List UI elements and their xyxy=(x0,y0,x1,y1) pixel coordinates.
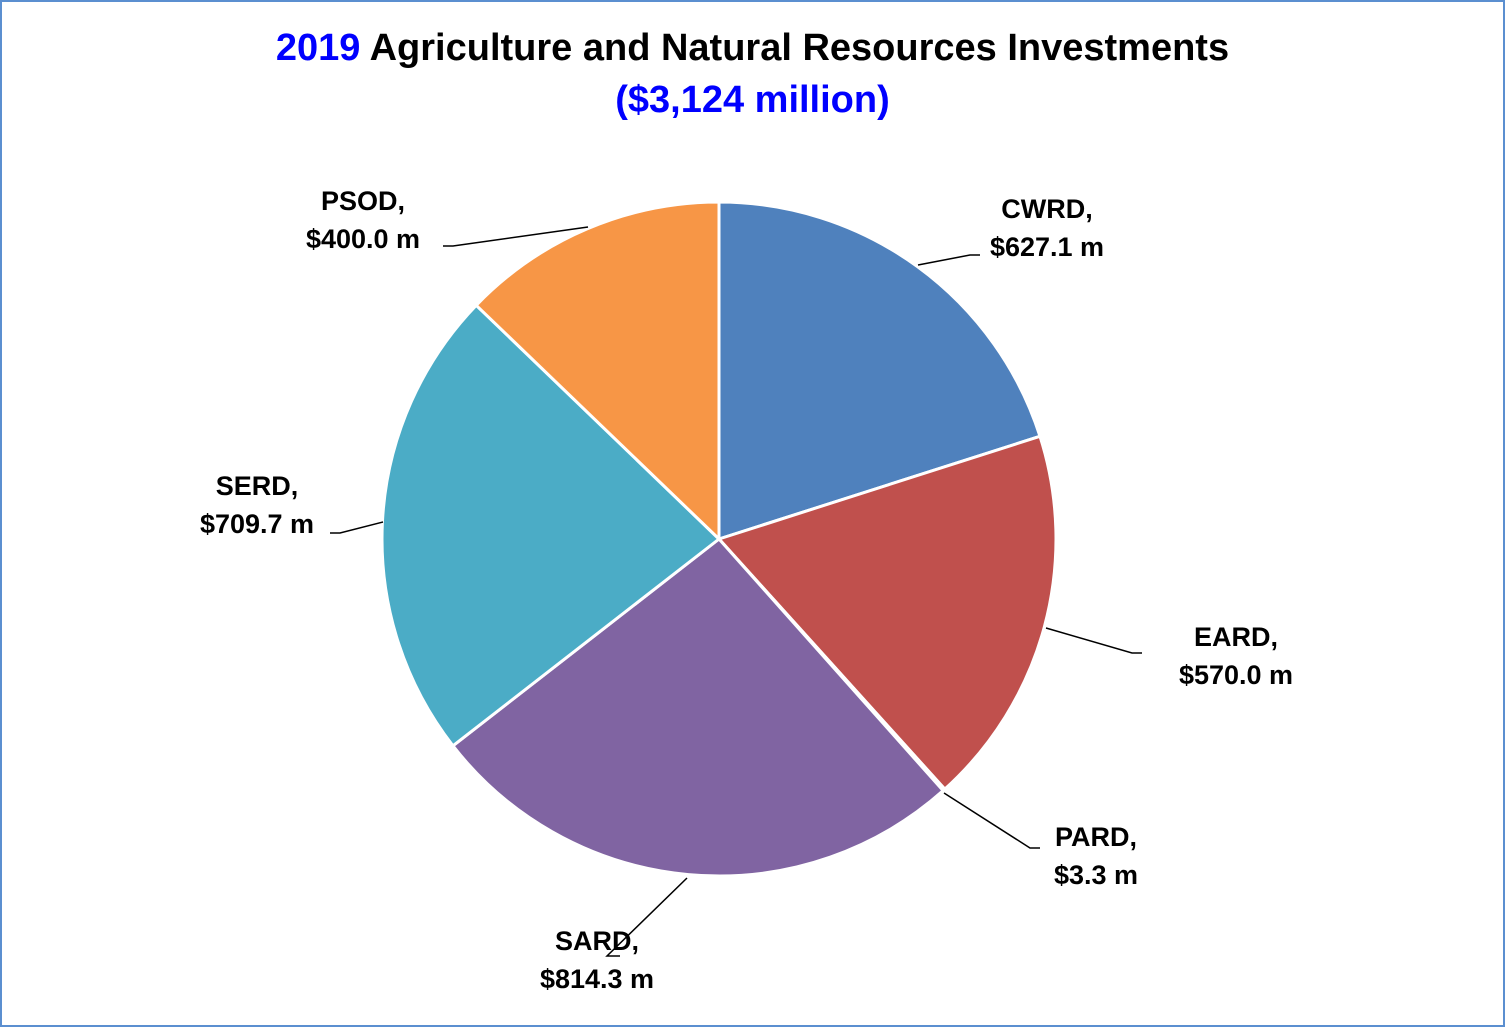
slice-label-value-sard: $814.3 m xyxy=(540,964,654,994)
slice-label-name-eard: EARD, xyxy=(1194,622,1278,652)
slice-label-name-pard: PARD, xyxy=(1055,822,1137,852)
slice-label-value-eard: $570.0 m xyxy=(1179,660,1293,690)
pie-slice-sard xyxy=(451,537,945,878)
slice-label-name-psod: PSOD, xyxy=(321,186,405,216)
pie-slice-serd xyxy=(380,303,721,748)
leader-line-serd xyxy=(330,521,384,534)
leader-line-eard xyxy=(1045,627,1142,654)
title-year: 2019 xyxy=(275,27,361,69)
pie-slice-eard xyxy=(717,434,1058,791)
slice-labels: CWRD, $627.1 m EARD, $570.0 m PARD, $3.3 m SAR… xyxy=(200,186,1293,994)
slice-label-name-cwrd: CWRD, xyxy=(1001,194,1092,224)
leader-line-sard xyxy=(605,877,688,957)
pie-slices xyxy=(380,200,1058,878)
slice-label-name-sard: SARD, xyxy=(555,926,639,956)
leader-line-cwrd xyxy=(917,254,980,266)
leader-line-pard xyxy=(943,792,1040,849)
slice-label-value-cwrd: $627.1 m xyxy=(990,232,1104,262)
pie-slice-psod xyxy=(474,200,721,541)
chart-subtitle: ($3,124 million) xyxy=(615,79,890,121)
slice-label-value-serd: $709.7 m xyxy=(200,509,314,539)
pie-slice-cwrd xyxy=(717,200,1042,541)
slice-label-value-psod: $400.0 m xyxy=(306,224,420,254)
title-main: Agriculture and Natural Resources Invest… xyxy=(360,27,1230,69)
leader-line-psod xyxy=(443,226,589,247)
slice-label-name-serd: SERD, xyxy=(216,471,299,501)
slice-label-value-pard: $3.3 m xyxy=(1054,860,1138,890)
leader-lines xyxy=(330,226,1142,957)
chart-title: 2019 Agriculture and Natural Resources I… xyxy=(0,26,1505,70)
